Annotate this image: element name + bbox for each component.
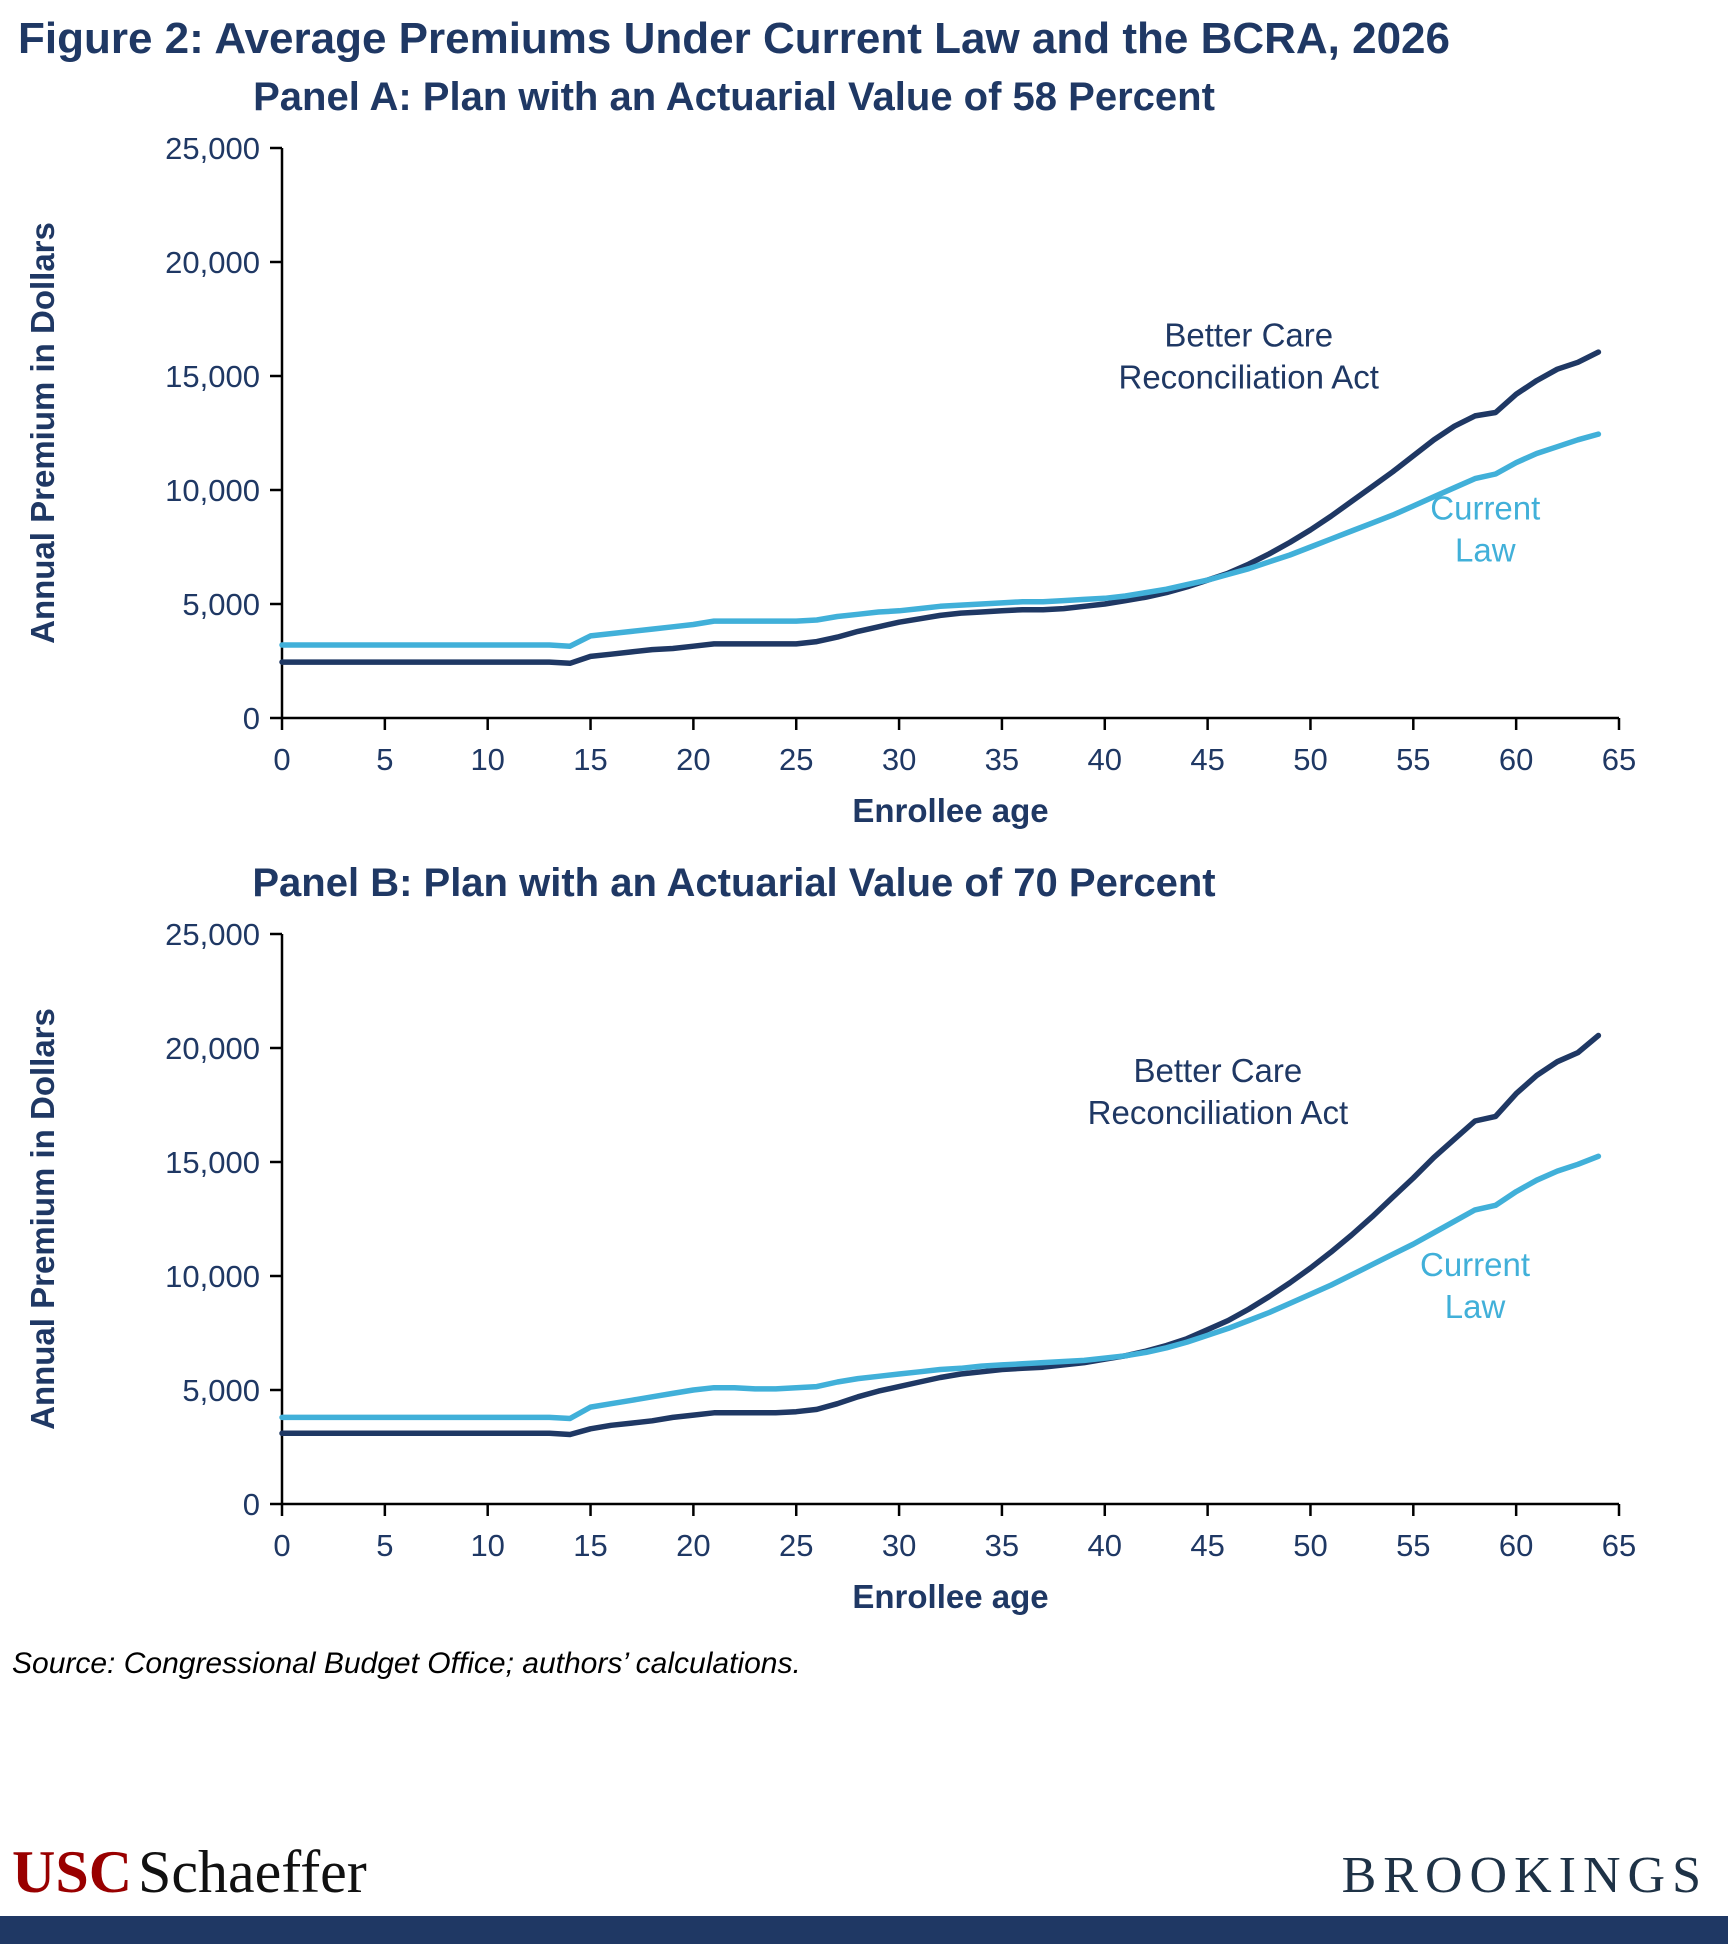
x-tick-label: 65	[1602, 742, 1636, 777]
x-tick-label: 5	[376, 742, 393, 777]
line-chart-svg: 0 5,000 10,000 15,000 20,000 25,000 0 5 10 15 20 25…	[24, 917, 1636, 1615]
y-tick-label: 5,000	[182, 587, 260, 622]
series-annotation: Current Law	[1420, 1246, 1530, 1325]
y-tick-label: 20,000	[165, 245, 260, 280]
panel-b-title: Panel B: Plan with an Actuarial Value of…	[252, 860, 1216, 905]
x-tick-label: 60	[1499, 1528, 1533, 1563]
usc-schaeffer-logo: USC Schaeffer	[12, 1842, 367, 1902]
x-tick-label: 35	[985, 742, 1019, 777]
figure-title: Figure 2: Average Premiums Under Current…	[18, 14, 1450, 63]
x-tick-label: 65	[1602, 1528, 1636, 1563]
series-line-current-law	[279, 430, 1602, 649]
x-axis-label: Enrollee age	[852, 792, 1048, 829]
series-line-better-care-reconciliation-act	[279, 348, 1602, 666]
x-axis-label: Enrollee age	[852, 1578, 1048, 1615]
x-tick-label: 0	[273, 1528, 290, 1563]
source-note: Source: Congressional Budget Office; aut…	[12, 1646, 801, 1680]
y-tick-label: 0	[243, 1487, 260, 1522]
x-tick-label: 55	[1396, 742, 1430, 777]
x-tick-label: 50	[1293, 1528, 1327, 1563]
y-tick-label: 0	[243, 701, 260, 736]
x-tick-label: 30	[882, 742, 916, 777]
y-tick-label: 25,000	[165, 917, 260, 952]
y-tick-label: 25,000	[165, 131, 260, 166]
series-line-current-law	[279, 1153, 1602, 1421]
x-tick-label: 10	[470, 742, 504, 777]
x-tick-label: 60	[1499, 742, 1533, 777]
x-tick-label: 40	[1088, 1528, 1122, 1563]
x-tick-label: 15	[573, 742, 607, 777]
y-tick-label: 5,000	[182, 1373, 260, 1408]
x-tick-label: 40	[1088, 742, 1122, 777]
y-tick-label: 10,000	[165, 473, 260, 508]
x-tick-label: 20	[676, 1528, 710, 1563]
y-axis-label: Annual Premium in Dollars	[24, 1008, 61, 1430]
series-annotation: Current Law	[1430, 489, 1540, 568]
y-axis-label: Annual Premium in Dollars	[24, 222, 61, 644]
panel-a-chart: 0 5,000 10,000 15,000 20,000 25,000 0 5 10 15 20 25…	[0, 120, 1728, 851]
y-tick-label: 15,000	[165, 359, 260, 394]
series-annotation: Better Care Reconciliation Act	[1119, 316, 1379, 395]
x-tick-label: 50	[1293, 742, 1327, 777]
usc-logo-text: USC	[12, 1839, 133, 1905]
panel-b-chart: 0 5,000 10,000 15,000 20,000 25,000 0 5 10 15 20 25…	[0, 906, 1728, 1637]
x-tick-label: 30	[882, 1528, 916, 1563]
schaeffer-logo-text: Schaeffer	[138, 1839, 367, 1905]
x-tick-label: 15	[573, 1528, 607, 1563]
line-chart-svg: 0 5,000 10,000 15,000 20,000 25,000 0 5 10 15 20 25…	[24, 131, 1636, 829]
footer-logos: USC Schaeffer BROOKINGS	[0, 1681, 1728, 1916]
x-tick-label: 55	[1396, 1528, 1430, 1563]
x-tick-label: 5	[376, 1528, 393, 1563]
x-tick-label: 45	[1190, 1528, 1224, 1563]
footer-bar	[0, 1916, 1728, 1944]
series-line-better-care-reconciliation-act	[279, 1032, 1602, 1437]
x-tick-label: 20	[676, 742, 710, 777]
panel-a-title: Panel A: Plan with an Actuarial Value of…	[253, 74, 1215, 119]
brookings-logo: BROOKINGS	[1341, 1847, 1708, 1904]
x-tick-label: 35	[985, 1528, 1019, 1563]
y-tick-label: 15,000	[165, 1145, 260, 1180]
x-tick-label: 25	[779, 742, 813, 777]
y-tick-label: 20,000	[165, 1031, 260, 1066]
x-tick-label: 25	[779, 1528, 813, 1563]
x-tick-label: 45	[1190, 742, 1224, 777]
series-annotation: Better Care Reconciliation Act	[1088, 1052, 1348, 1131]
x-tick-label: 0	[273, 742, 290, 777]
x-tick-label: 10	[470, 1528, 504, 1563]
y-tick-label: 10,000	[165, 1259, 260, 1294]
